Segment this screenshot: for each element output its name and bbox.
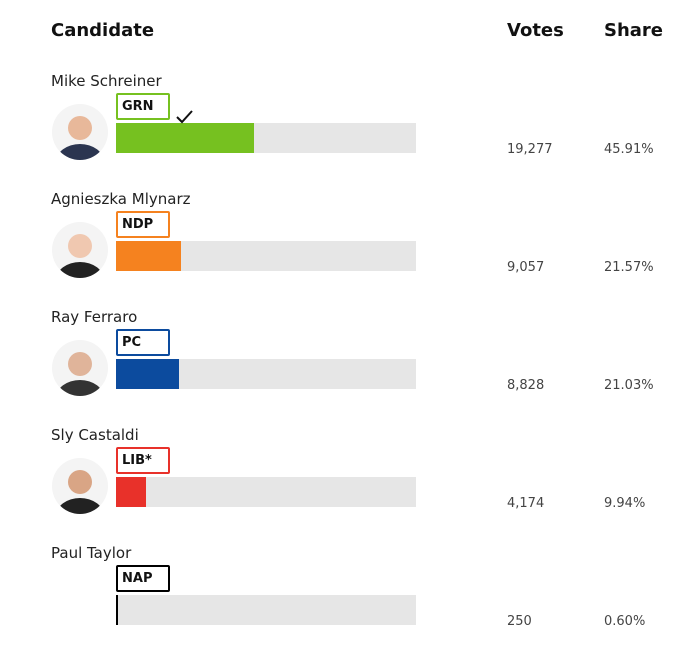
header-candidate: Candidate [51, 20, 155, 41]
avatar [56, 470, 104, 514]
party-label: NAP [116, 565, 170, 592]
party-label: PC [116, 329, 170, 356]
share: 0.60% [604, 614, 646, 629]
bar [116, 477, 146, 507]
bar-track [116, 123, 416, 153]
party-label: LIB* [116, 447, 170, 474]
votes: 9,057 [507, 260, 545, 275]
candidate-name: Sly Castaldi [51, 426, 139, 444]
avatar [56, 116, 104, 160]
candidate-photo [52, 222, 108, 278]
party-label: GRN [116, 93, 170, 120]
avatar [56, 352, 104, 396]
candidate-name: Agnieszka Mlynarz [51, 190, 191, 208]
party-label: NDP [116, 211, 170, 238]
header-votes: Votes [507, 20, 564, 41]
bar [116, 123, 254, 153]
votes: 250 [507, 614, 532, 629]
bar [116, 241, 181, 271]
share: 45.91% [604, 142, 654, 157]
candidate-photo [52, 104, 108, 160]
candidate-photo [52, 340, 108, 396]
share: 21.57% [604, 260, 654, 275]
winner-check [176, 110, 193, 124]
avatar [56, 234, 104, 278]
votes: 8,828 [507, 378, 545, 393]
share: 21.03% [604, 378, 654, 393]
bar-track [116, 595, 416, 625]
candidate-photo [52, 458, 108, 514]
bar-track [116, 359, 416, 389]
share: 9.94% [604, 496, 646, 511]
bar-track [116, 477, 416, 507]
candidate-name: Paul Taylor [51, 544, 132, 562]
candidate-name: Mike Schreiner [51, 72, 162, 90]
bar-track [116, 241, 416, 271]
bar [116, 359, 180, 389]
votes: 4,174 [507, 496, 545, 511]
header-share: Share [604, 20, 664, 41]
votes: 19,277 [507, 142, 553, 157]
bar [116, 595, 118, 625]
candidate-name: Ray Ferraro [51, 308, 138, 326]
